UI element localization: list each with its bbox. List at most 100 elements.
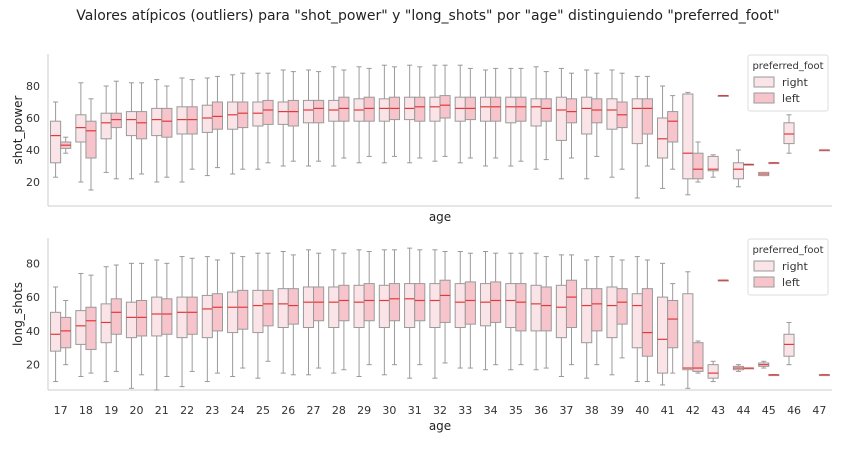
box-right [378,284,390,329]
box-right [227,101,239,130]
box-right [50,120,62,164]
box-right [404,283,416,329]
box-left [313,99,325,124]
box-left [616,288,628,325]
box-left [363,283,375,322]
box-right [302,286,315,329]
box-right [479,96,492,122]
box-right [606,286,618,339]
box-left [186,106,198,135]
box-right [328,286,340,329]
x-tick-label: 46 [787,404,801,417]
box-left [237,101,249,129]
box-left [262,99,274,125]
y-tick-label: 80 [26,257,40,270]
y-axis-label: shot_power [11,95,25,164]
box-left [186,296,198,335]
box-right [505,283,517,329]
x-tick-label: 43 [711,404,725,417]
box-left [338,96,350,122]
x-tick-label: 35 [509,404,523,417]
box-left [110,112,122,129]
box-right [227,291,239,334]
box-left [540,98,552,122]
x-tick-label: 40 [635,404,649,417]
box-left [464,281,476,325]
x-tick-label: 34 [484,404,498,417]
box-left [85,120,97,159]
x-tick-label: 44 [736,404,750,417]
box-left [641,98,653,135]
box-right [277,101,289,125]
box-right [530,98,542,127]
box-right [783,122,795,145]
box-left [363,96,375,122]
box-left [338,284,350,322]
box-right [151,107,163,137]
legend-swatch-right [753,76,775,88]
box-right [707,364,719,379]
box-left [287,99,299,127]
box-right [479,283,492,327]
box-right [631,293,643,349]
x-axis-label: age [429,419,451,433]
x-tick-label: 18 [79,404,93,417]
box-left [439,95,451,119]
box-right [50,311,62,352]
box-left [692,152,704,180]
box-right [100,303,112,344]
long-shots-subplot: 20 40 60 80 17 18 19 20 21 22 23 24 25 26 27 28 29 30 31 32… [11,238,832,433]
box-right [707,155,719,172]
x-tick-label: 41 [661,404,675,417]
box-right [581,288,593,344]
legend-title: preferred_foot [752,245,823,256]
box-right [606,98,618,130]
x-tick-label: 29 [357,404,371,417]
x-tick-label: 22 [180,404,194,417]
y-tick-label: 60 [26,112,40,125]
box-left [490,96,502,122]
x-tick-label: 24 [231,404,245,417]
box-left [667,111,679,143]
box-left [287,288,299,325]
x-tick-label: 20 [130,404,144,417]
box-right [125,301,138,339]
box-right [581,96,593,135]
x-tick-label: 42 [686,404,700,417]
box-right [353,284,365,329]
y-tick-label: 60 [26,291,40,304]
x-tick-label: 37 [559,404,573,417]
box-right [176,296,188,339]
box-right [530,284,542,332]
y-tick-label: 20 [26,176,40,189]
box-left [591,98,603,124]
box-right [252,289,264,334]
box-right [682,93,694,180]
x-axis-label: age [429,210,451,224]
box-left [110,298,122,335]
x-tick-label: 36 [534,404,548,417]
x-tick-label: 26 [281,404,295,417]
box-right [682,293,694,371]
x-tick-label: 23 [205,404,219,417]
y-axis-label: long_shots [11,282,25,346]
box-right [151,296,163,337]
box-right [201,294,213,339]
legend-title: preferred_foot [752,61,823,72]
box-right [252,101,264,127]
x-tick-label: 28 [332,404,346,417]
x-tick-label: 47 [812,404,826,417]
x-tick-label: 32 [433,404,447,417]
x-tick-label: 21 [155,404,169,417]
x-tick-label: 30 [382,404,396,417]
box-left [211,101,224,130]
box-left [439,279,451,323]
box-left [540,286,552,332]
x-tick-label: 19 [104,404,118,417]
legend-label-left: left [782,92,801,105]
x-tick-label: 38 [585,404,599,417]
box-right [328,99,340,122]
box-right [656,296,669,374]
x-tick-label: 25 [256,404,270,417]
